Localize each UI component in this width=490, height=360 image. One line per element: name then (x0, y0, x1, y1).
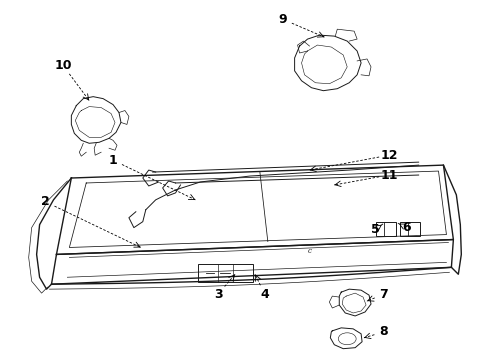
Text: 5: 5 (370, 223, 379, 236)
Text: 7: 7 (380, 288, 388, 301)
Text: 2: 2 (41, 195, 50, 208)
Text: 6: 6 (402, 221, 411, 234)
Text: 9: 9 (278, 13, 287, 26)
Text: 8: 8 (380, 325, 388, 338)
Text: c: c (308, 247, 312, 256)
Text: 11: 11 (380, 168, 397, 181)
Text: 3: 3 (214, 288, 222, 301)
Text: 1: 1 (109, 154, 118, 167)
Text: 4: 4 (261, 288, 269, 301)
Text: 12: 12 (380, 149, 397, 162)
Text: 10: 10 (55, 59, 72, 72)
